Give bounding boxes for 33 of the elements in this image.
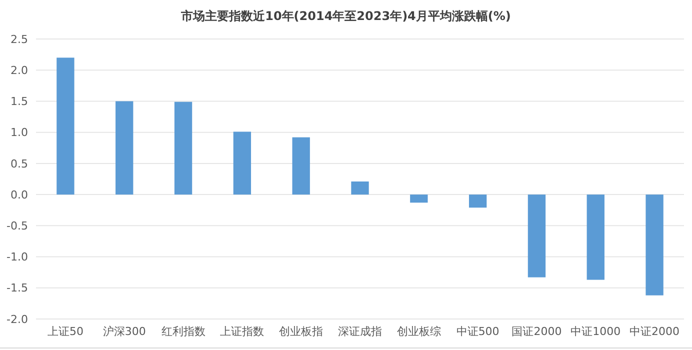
bar	[410, 194, 428, 203]
y-tick-label: 0.5	[10, 157, 28, 170]
x-tick-label: 国证2000	[512, 325, 562, 338]
x-tick-label: 深证成指	[338, 325, 382, 338]
bar	[116, 101, 134, 195]
y-tick-label: 0.0	[10, 188, 28, 202]
bar	[351, 181, 369, 195]
x-tick-label: 上证指数	[220, 325, 264, 338]
y-tick-label: -1.0	[6, 250, 28, 264]
bar	[646, 194, 664, 296]
x-tick-label: 创业板指	[279, 325, 324, 338]
chart-title: 市场主要指数近10年(2014年至2023年)4月平均涨跌幅(%)	[180, 9, 511, 23]
x-tick-label: 中证2000	[630, 325, 680, 338]
y-tick-label: 1.0	[10, 126, 28, 140]
x-tick-label: 中证1000	[570, 325, 621, 338]
x-tick-label: 沪深300	[102, 325, 146, 338]
x-tick-label: 中证500	[456, 325, 500, 338]
bar	[174, 102, 192, 195]
y-tick-label: 2.5	[10, 32, 28, 46]
bar	[56, 58, 74, 195]
y-tick-label: -2.0	[6, 312, 28, 326]
y-tick-label: 2.0	[10, 64, 28, 77]
y-tick-label: 1.5	[10, 95, 28, 108]
x-tick-label: 上证50	[47, 325, 84, 338]
x-tick-label: 红利指数	[161, 325, 206, 338]
y-tick-label: -0.5	[6, 220, 28, 233]
x-tick-label: 创业板综	[396, 325, 441, 338]
bar	[528, 194, 546, 278]
bar	[233, 132, 252, 195]
bar	[586, 194, 604, 280]
bar	[292, 137, 310, 195]
bar	[468, 194, 487, 208]
y-tick-label: -1.5	[6, 282, 28, 295]
